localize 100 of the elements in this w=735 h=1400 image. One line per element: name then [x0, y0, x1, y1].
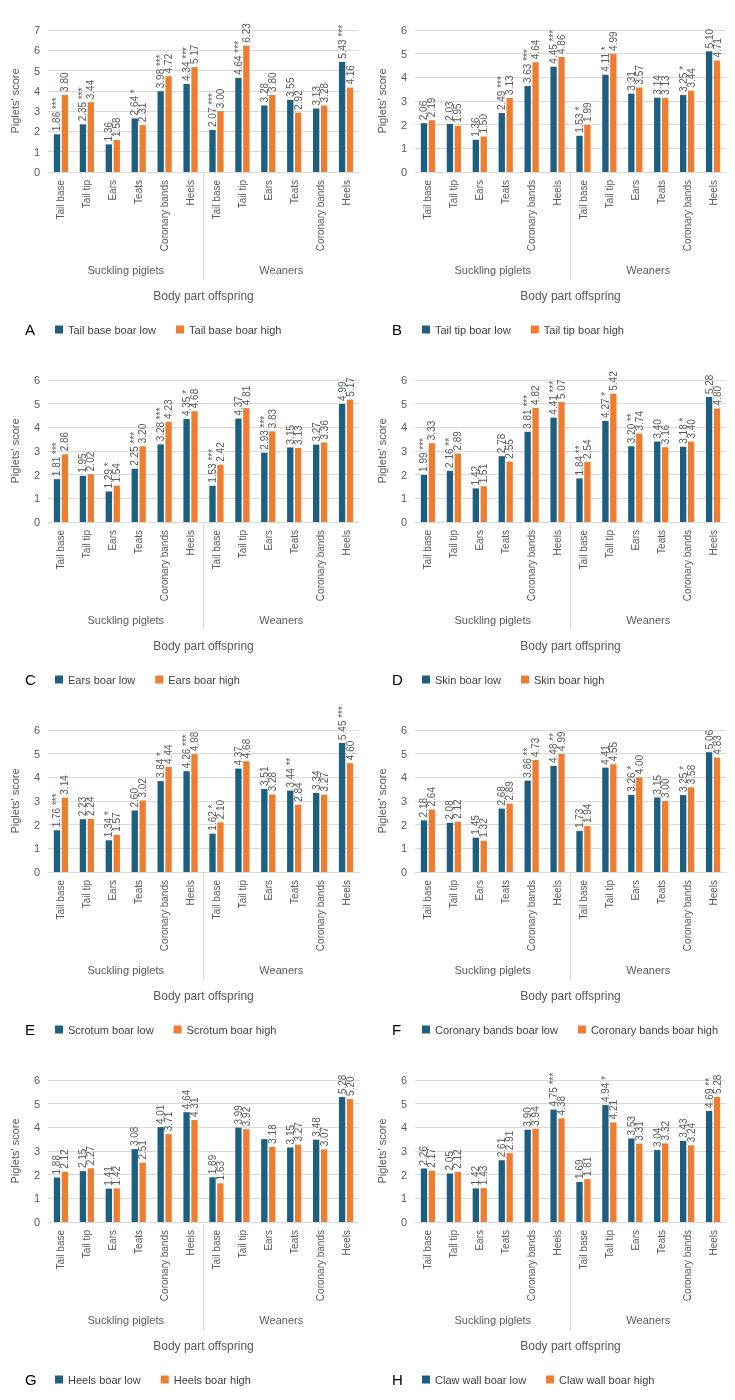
bar: [524, 1129, 531, 1222]
bar: [532, 407, 539, 522]
data-label: 5.43 ***: [336, 24, 348, 59]
x-tick-label: Ears: [474, 880, 486, 901]
legend-label: Claw wall boar high: [559, 1373, 655, 1386]
bar: [139, 800, 146, 872]
bar: [61, 797, 69, 872]
bar: [420, 474, 428, 522]
data-label: 3.00: [214, 88, 226, 109]
bar: [636, 87, 643, 172]
bar: [480, 1188, 487, 1222]
bar: [320, 794, 328, 872]
x-tick-label: Teats: [500, 880, 512, 904]
x-tick-label: Tail base: [577, 179, 589, 220]
bar: [550, 66, 557, 172]
bar: [610, 1122, 617, 1222]
text: Weaners: [626, 963, 671, 976]
y-axis-title: Piglets' score: [375, 1118, 388, 1184]
bar: [705, 1111, 713, 1222]
data-label: 3.83: [266, 408, 278, 429]
y-tick-label: 1: [400, 1192, 407, 1205]
bar: [313, 108, 320, 172]
bar: [61, 454, 69, 522]
x-tick-label: Tail base: [55, 179, 67, 220]
bar: [113, 834, 120, 872]
x-tick-label: Heels: [185, 880, 197, 906]
bar: [454, 125, 461, 172]
bar: [584, 461, 591, 522]
y-tick-label: 3: [33, 105, 40, 118]
text: Weaners: [626, 1313, 671, 1326]
y-tick-label: 5: [33, 64, 40, 77]
legend-label: Skin boar low: [435, 673, 502, 686]
x-tick-label: Heels: [552, 1230, 564, 1256]
data-label: 5.45 ***: [336, 705, 348, 741]
bar: [139, 1162, 146, 1222]
data-label: 6.23: [240, 22, 252, 43]
bar: [705, 752, 713, 872]
x-tick-label: Teats: [133, 1230, 145, 1254]
y-axis-title: Piglets' score: [375, 418, 388, 484]
bar: [524, 431, 531, 522]
x-tick-label: Tail tip: [448, 179, 460, 209]
x-tick-label: Tail base: [210, 1229, 222, 1270]
bar: [576, 1182, 583, 1222]
bar: [243, 1129, 250, 1222]
legend-label: Heels boar low: [68, 1373, 141, 1386]
data-label: 4.99: [607, 31, 619, 51]
x-tick-label: Coronary bands: [681, 180, 693, 252]
bar: [338, 61, 346, 172]
text: C: [25, 671, 36, 688]
bar: [654, 797, 661, 872]
y-tick-label: 2: [400, 468, 407, 481]
bar: [524, 780, 531, 872]
bar: [584, 826, 591, 872]
y-tick-label: 1: [33, 842, 40, 855]
bar: [209, 130, 216, 172]
bar: [183, 419, 190, 522]
x-tick-label: Heels: [552, 180, 564, 206]
data-label: 1.57: [111, 811, 123, 832]
x-tick-label: Coronary bands: [314, 1230, 326, 1302]
y-tick-label: 0: [400, 166, 407, 178]
bar: [295, 447, 302, 522]
bar: [428, 120, 436, 172]
bar: [472, 1188, 479, 1222]
x-tick-label: Tail tip: [81, 1229, 93, 1259]
x-tick-label: Heels: [340, 880, 352, 906]
bar: [313, 1139, 320, 1222]
bar: [584, 1179, 591, 1222]
y-axis-title: Piglets' score: [375, 768, 388, 834]
text: Suckling piglets: [87, 963, 165, 976]
x-tick-label: Ears: [107, 880, 119, 901]
y-tick-label: 6: [33, 724, 40, 736]
y-axis-title: Piglets' score: [375, 68, 388, 134]
bar: [705, 51, 713, 172]
bar: [558, 402, 565, 522]
bar: [131, 1149, 138, 1222]
bar: [602, 74, 609, 172]
bar: [191, 1120, 198, 1222]
y-tick-label: 7: [33, 24, 40, 36]
y-tick-label: 3: [33, 445, 40, 457]
text: Suckling piglets: [87, 1313, 165, 1326]
text: F: [392, 1021, 402, 1038]
x-tick-label: Ears: [629, 1230, 641, 1251]
data-label: 3.58: [685, 764, 697, 785]
x-tick-label: Tail base: [210, 879, 222, 920]
y-tick-label: 3: [400, 795, 407, 807]
bar: [498, 456, 505, 522]
bar: [610, 393, 617, 522]
x-tick-label: Coronary bands: [526, 180, 538, 252]
bar: [610, 764, 617, 872]
bar: [87, 818, 94, 872]
bar: [131, 118, 138, 172]
bar: [131, 468, 138, 522]
bar: [654, 1150, 661, 1222]
x-axis-title: Body part offspring: [520, 989, 621, 1003]
legend-label: Heels boar high: [173, 1373, 251, 1386]
bar: [320, 1149, 328, 1222]
x-tick-label: Coronary bands: [159, 1230, 171, 1302]
x-tick-label: Ears: [262, 1230, 274, 1251]
bar: [183, 83, 190, 172]
x-tick-label: Tail base: [210, 529, 222, 570]
